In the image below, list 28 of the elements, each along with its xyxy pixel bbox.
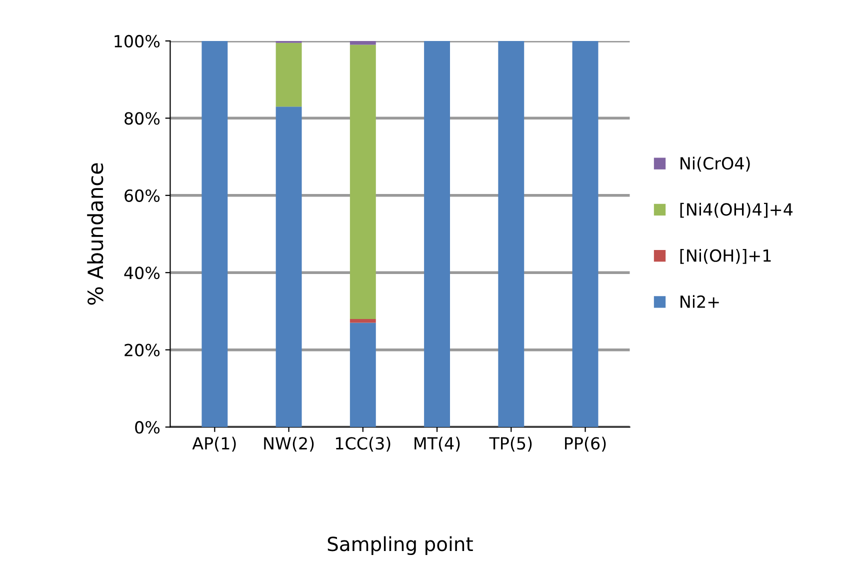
y-tick-label: 60%	[124, 189, 160, 202]
bar	[350, 44, 376, 319]
x-tick-label: PP(6)	[565, 436, 606, 452]
bar	[350, 318, 376, 323]
y-tick-label: 0%	[135, 421, 160, 434]
x-axis-title: Sampling point	[328, 536, 473, 556]
x-tick-label: 1CC(3)	[336, 436, 390, 452]
y-tick-label: 20%	[124, 344, 160, 356]
legend-label: Ni(CrO4)	[680, 156, 750, 172]
legend-label: Ni2+	[680, 295, 719, 308]
x-tick-label: NW(2)	[264, 436, 314, 452]
bar	[498, 40, 524, 428]
bar	[276, 42, 302, 107]
legend-label: [Ni(OH)]+1	[680, 249, 771, 264]
bar	[276, 106, 302, 428]
y-axis-title: % Abundance	[87, 163, 104, 305]
bar	[202, 40, 228, 428]
y-tick-label: 100%	[114, 34, 160, 48]
y-tick-label: 40%	[124, 266, 160, 280]
bar	[572, 40, 598, 428]
bar	[350, 322, 376, 428]
x-tick-label: TP(5)	[489, 436, 532, 452]
legend-label: [Ni4(OH)4]+4	[680, 202, 793, 218]
x-tick-label: MT(4)	[414, 436, 460, 452]
bar	[350, 40, 376, 45]
y-tick-label: 80%	[124, 112, 160, 125]
bar	[424, 40, 450, 428]
x-tick-label: AP(1)	[192, 436, 236, 452]
